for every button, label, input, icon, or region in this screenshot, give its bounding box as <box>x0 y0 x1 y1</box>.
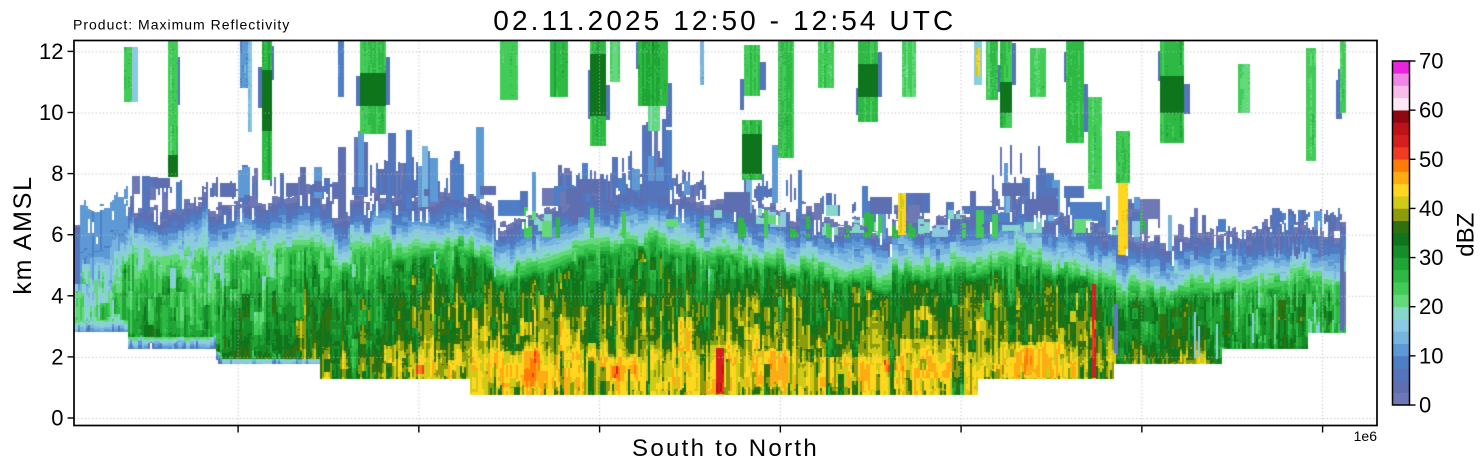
svg-text:0: 0 <box>51 406 63 431</box>
svg-text:2: 2 <box>51 344 63 369</box>
svg-text:12: 12 <box>39 39 63 64</box>
svg-text:10: 10 <box>39 100 63 125</box>
svg-text:10: 10 <box>1419 343 1443 368</box>
svg-text:02.11.2025 12:50 - 12:54 UTC: 02.11.2025 12:50 - 12:54 UTC <box>493 5 956 36</box>
svg-text:70: 70 <box>1419 49 1443 74</box>
svg-text:dBZ: dBZ <box>1453 213 1480 257</box>
svg-text:1e6: 1e6 <box>1354 428 1378 444</box>
svg-text:4: 4 <box>51 283 63 308</box>
svg-text:6: 6 <box>51 222 63 247</box>
svg-text:Product: Maximum Reflectivity: Product: Maximum Reflectivity <box>73 17 290 33</box>
svg-text:60: 60 <box>1419 98 1443 123</box>
svg-text:km AMSL: km AMSL <box>9 175 37 295</box>
svg-text:South to North: South to North <box>632 435 819 462</box>
svg-text:40: 40 <box>1419 196 1443 221</box>
svg-text:0: 0 <box>1419 393 1431 418</box>
svg-text:8: 8 <box>51 161 63 186</box>
svg-text:20: 20 <box>1419 294 1443 319</box>
svg-text:30: 30 <box>1419 245 1443 270</box>
svg-text:50: 50 <box>1419 147 1443 172</box>
